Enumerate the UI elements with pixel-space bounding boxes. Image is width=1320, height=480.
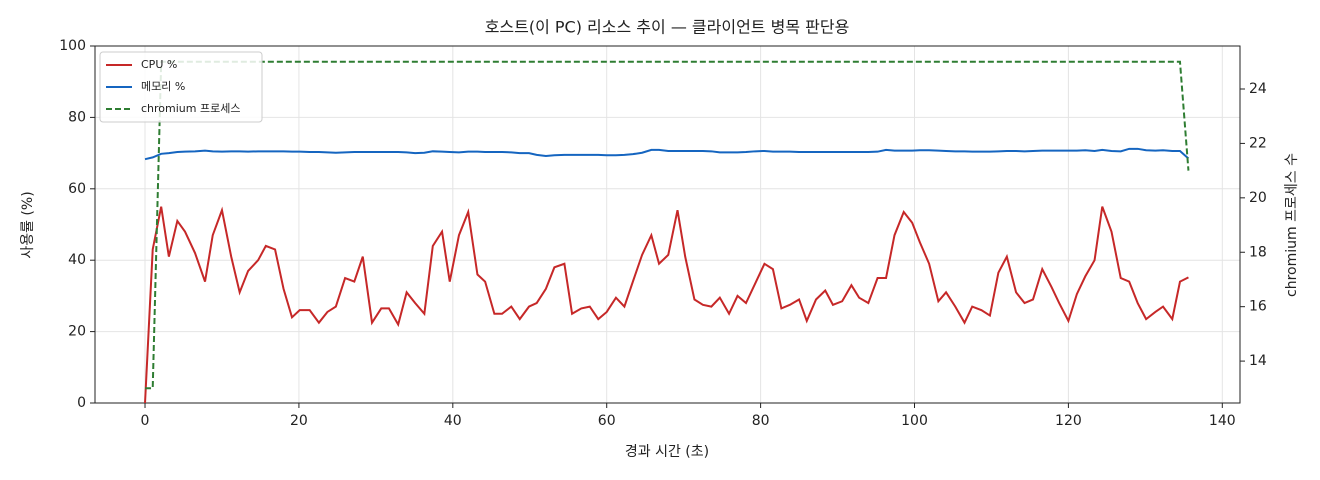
y2-tick-label: 20 [1249, 190, 1267, 206]
y-tick-label: 80 [68, 109, 86, 125]
series-line [144, 206, 1189, 404]
y-axis-label: 사용률 (%) [20, 191, 36, 258]
x-tick-label: 100 [901, 413, 928, 429]
y2-tick-label: 22 [1249, 135, 1267, 151]
legend-box [99, 51, 263, 123]
series-line [145, 60, 1190, 390]
plot-frame [94, 45, 1241, 404]
y2-tick-label: 16 [1249, 299, 1267, 315]
y-tick-label: 60 [68, 181, 86, 197]
y2-tick-label: 18 [1249, 244, 1267, 260]
chart-title: 호스트(이 PC) 리소스 추이 — 클라이언트 병목 판단용 [485, 18, 850, 37]
y2-tick-label: 24 [1249, 81, 1267, 97]
y-tick-label: 0 [77, 395, 86, 411]
legend-label: CPU % [141, 58, 177, 71]
x-tick-label: 120 [1055, 413, 1082, 429]
legend-label: chromium 프로세스 [141, 102, 240, 115]
x-tick-label: 20 [290, 413, 308, 429]
x-axis-label: 경과 시간 (초) [625, 444, 709, 460]
y2-tick-label: 14 [1249, 353, 1267, 369]
x-tick-label: 80 [752, 413, 770, 429]
y-tick-label: 40 [68, 252, 86, 268]
y-tick-label: 100 [59, 38, 86, 54]
legend-label: 메모리 % [141, 80, 185, 93]
y-tick-label: 20 [68, 324, 86, 340]
x-tick-label: 60 [598, 413, 616, 429]
x-tick-label: 0 [141, 413, 150, 429]
y2-axis-label: chromium 프로세스 수 [1284, 153, 1300, 297]
series-line [144, 147, 1190, 161]
x-tick-label: 40 [444, 413, 462, 429]
x-tick-label: 140 [1209, 413, 1236, 429]
